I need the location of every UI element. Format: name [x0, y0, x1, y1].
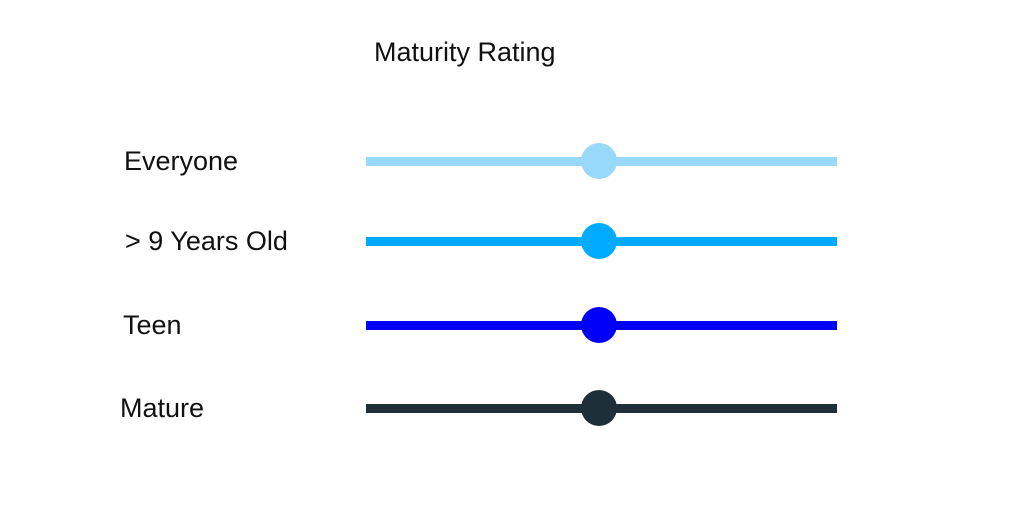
slider-thumb[interactable]	[581, 143, 618, 179]
slider-9-years-old[interactable]	[366, 221, 837, 261]
maturity-rating-title: Maturity Rating	[374, 37, 556, 67]
slider-label-mature: Mature	[120, 393, 205, 423]
slider-thumb[interactable]	[581, 390, 618, 426]
slider-everyone[interactable]	[366, 141, 837, 181]
slider-row-teen: Teen	[0, 305, 1024, 345]
slider-label-teen: Teen	[123, 310, 182, 340]
slider-thumb[interactable]	[581, 223, 618, 259]
slider-row-everyone: Everyone	[0, 141, 1024, 181]
slider-teen[interactable]	[366, 305, 837, 345]
slider-label-everyone: Everyone	[124, 146, 239, 176]
slider-label-9-years-old: > 9 Years Old	[125, 226, 288, 256]
slider-row-9-years-old: > 9 Years Old	[0, 221, 1024, 261]
slider-mature[interactable]	[366, 388, 837, 428]
slider-thumb[interactable]	[581, 307, 618, 343]
slider-row-mature: Mature	[0, 388, 1024, 428]
